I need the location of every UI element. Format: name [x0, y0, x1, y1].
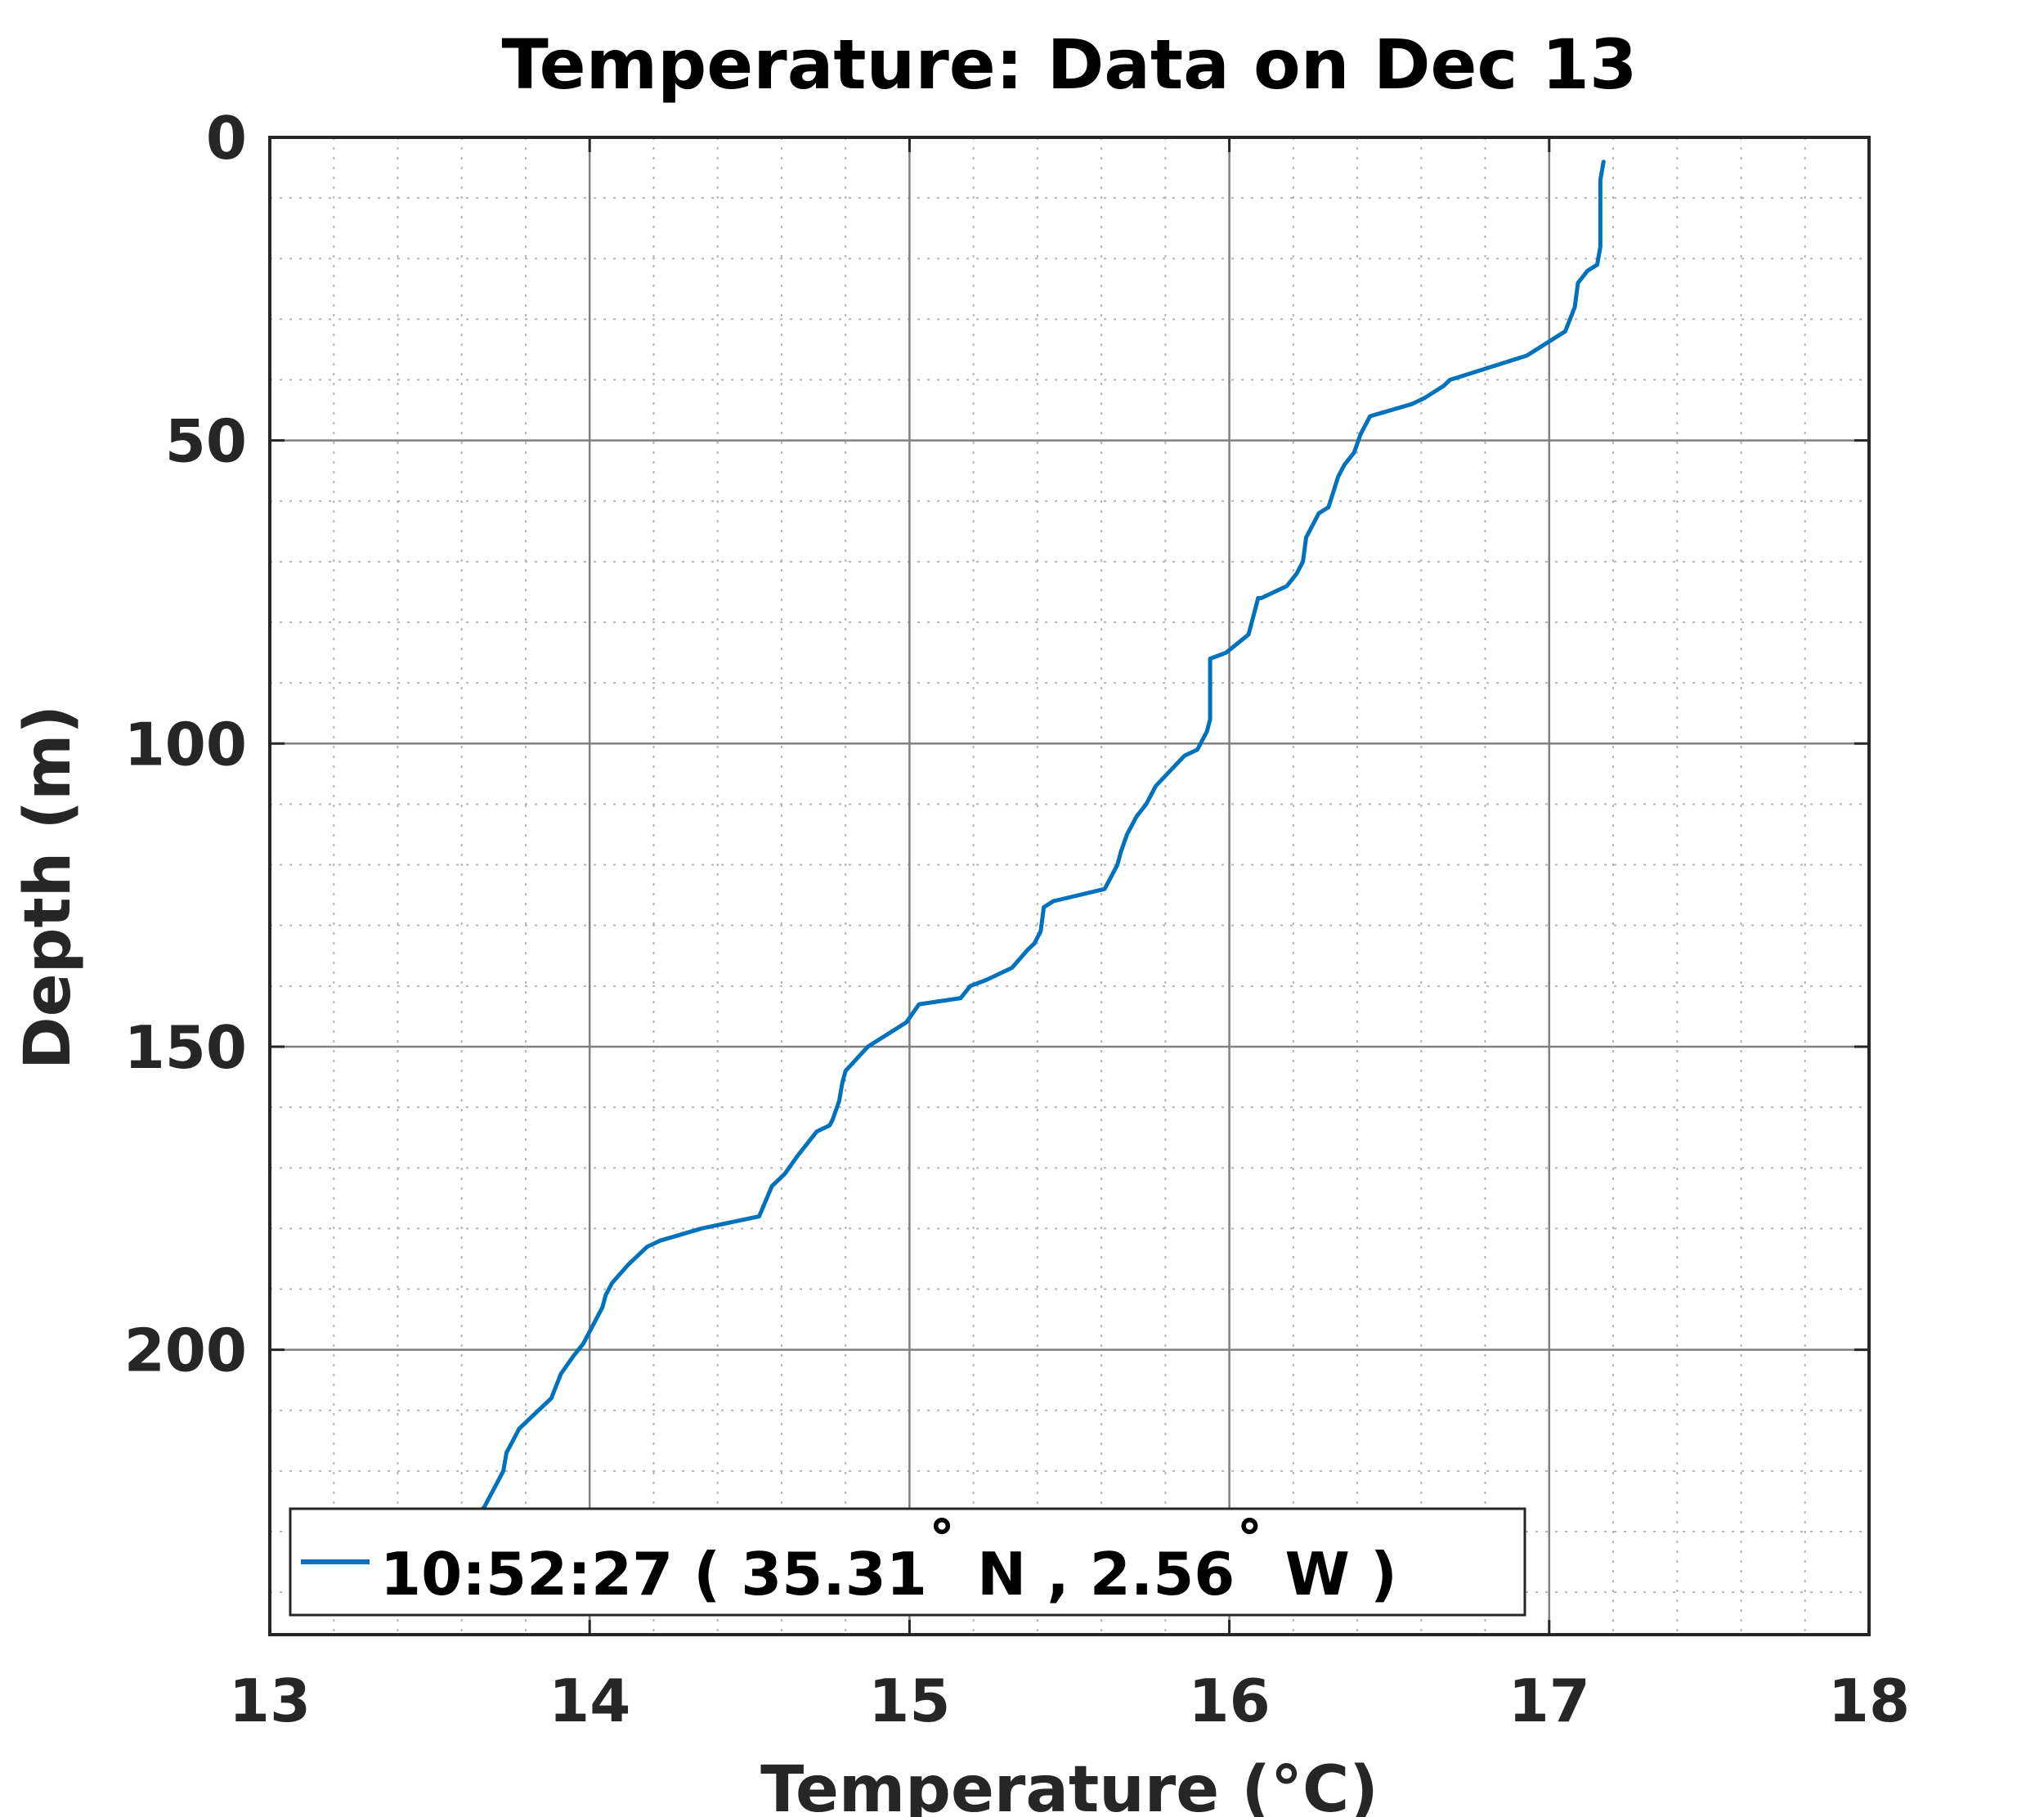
y-tick-label: 0 — [206, 104, 247, 173]
x-tick-label: 18 — [1828, 1667, 1910, 1735]
x-tick-label: 13 — [229, 1667, 311, 1735]
legend: 10:52:27 ( 35.31˚ N , 2.56˚ W ) — [289, 1507, 1526, 1617]
y-tick-label: 200 — [124, 1317, 247, 1385]
y-axis-label: Depth (m) — [11, 705, 85, 1070]
x-tick-label: 14 — [549, 1667, 630, 1735]
degree-symbol: ˚ — [927, 1515, 957, 1584]
degree-symbol: ˚ — [1235, 1515, 1264, 1584]
minor-grid — [270, 137, 1869, 1635]
chart-title: Temperature: Data on Dec 13 — [502, 25, 1638, 105]
legend-box — [289, 1507, 1526, 1617]
y-tick-label: 50 — [165, 407, 247, 476]
major-grid — [270, 137, 1869, 1635]
y-tick-labels: 0 50 100 150 200 — [124, 104, 247, 1385]
x-tick-label: 16 — [1188, 1667, 1270, 1735]
y-tick-label: 100 — [124, 710, 247, 778]
legend-text-mid: N , 2.56 — [957, 1540, 1235, 1608]
legend-text-end: W ) — [1264, 1540, 1396, 1608]
temperature-profile-line — [421, 159, 1606, 1595]
x-tick-labels: 13 14 15 16 17 18 — [229, 1667, 1910, 1735]
plot-area — [270, 137, 1869, 1635]
series-layer — [421, 159, 1606, 1595]
y-tick-label: 150 — [124, 1013, 247, 1082]
x-tick-label: 15 — [868, 1667, 950, 1735]
x-axis-label: Temperature (°C) — [760, 1753, 1378, 1817]
legend-text-main: 10:52:27 ( 35.31 — [380, 1540, 927, 1608]
axes-frame — [268, 136, 1871, 1636]
x-tick-label: 17 — [1508, 1667, 1590, 1735]
legend-series-label: 10:52:27 ( 35.31˚ N , 2.56˚ W ) — [380, 1515, 1397, 1608]
